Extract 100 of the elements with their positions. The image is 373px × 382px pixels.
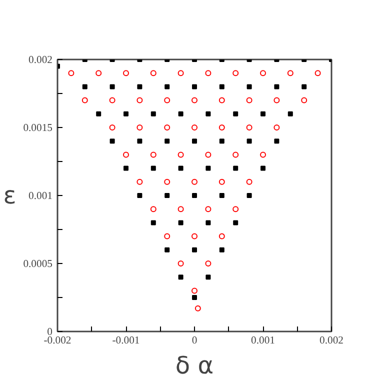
point (192, 84, 197, 90)
point (246, 138, 252, 144)
point (109, 97, 116, 104)
x-tick-label: 0.001 (251, 336, 275, 346)
point (123, 70, 129, 76)
point (96, 70, 102, 76)
point (194, 305, 201, 312)
point (124, 111, 128, 116)
point (164, 247, 170, 252)
point (205, 152, 212, 158)
point (192, 193, 197, 198)
point (164, 233, 170, 240)
x-axis-title: δ α (175, 352, 214, 380)
point (136, 97, 143, 104)
y-tick-label: 0.001 (28, 191, 53, 202)
point (233, 111, 238, 116)
point (218, 233, 225, 240)
point (192, 178, 198, 185)
y-tick-label: 0.0015 (23, 123, 53, 134)
point (192, 124, 198, 130)
point (287, 70, 294, 76)
point (260, 70, 266, 76)
point (218, 97, 225, 104)
point (232, 206, 239, 212)
point (110, 84, 115, 90)
x-tick-label: 0 (192, 336, 198, 346)
point (82, 97, 88, 104)
point (205, 260, 212, 266)
point (206, 111, 211, 116)
point (137, 138, 142, 144)
point (274, 138, 280, 144)
point (246, 84, 252, 90)
point (136, 178, 143, 185)
point (164, 84, 170, 90)
point (205, 206, 212, 212)
point (68, 70, 74, 76)
point (178, 166, 184, 171)
point (164, 193, 170, 198)
point (192, 247, 197, 252)
point (246, 124, 252, 130)
point (109, 124, 116, 130)
point (206, 166, 211, 171)
point (96, 111, 102, 116)
point (246, 97, 252, 104)
point (219, 247, 224, 252)
point (206, 220, 211, 226)
point (124, 166, 128, 171)
point (178, 70, 184, 76)
point (288, 111, 293, 116)
point (164, 138, 170, 144)
point (218, 124, 225, 130)
point (219, 193, 224, 198)
point (192, 288, 198, 294)
point (314, 70, 321, 76)
point (232, 152, 239, 158)
point (301, 97, 308, 104)
point (150, 111, 156, 116)
point (178, 111, 184, 116)
point (274, 97, 280, 104)
y-axis-title: ε (3, 182, 16, 210)
point (82, 84, 88, 90)
point (302, 84, 307, 90)
point (164, 178, 170, 185)
point (178, 152, 184, 158)
point (136, 124, 143, 130)
point (274, 124, 280, 130)
point (218, 178, 225, 185)
point (260, 152, 266, 158)
point (178, 260, 184, 266)
point (178, 274, 184, 280)
point (206, 274, 211, 280)
point (192, 233, 198, 240)
x-tick-label: -0.002 (44, 336, 72, 346)
point (150, 70, 156, 76)
x-tick-label: 0.002 (320, 336, 344, 346)
point (110, 138, 115, 144)
y-tick-label: 0.002 (28, 55, 53, 66)
point (150, 166, 156, 171)
x-tick-label: -0.001 (112, 336, 140, 346)
point (150, 152, 156, 158)
point (219, 138, 224, 144)
point (246, 178, 252, 185)
point (260, 166, 266, 171)
point (274, 84, 280, 90)
point (164, 97, 170, 104)
point (192, 97, 198, 104)
point (178, 220, 184, 226)
point (219, 84, 224, 90)
point (233, 220, 238, 226)
point (260, 111, 266, 116)
point (233, 166, 238, 171)
point (232, 70, 239, 76)
point (123, 152, 129, 158)
y-tick-label: 0 (47, 327, 52, 338)
point (137, 193, 142, 198)
point (150, 206, 156, 212)
point (164, 124, 170, 130)
point (192, 295, 197, 300)
point (178, 206, 184, 212)
y-tick-label: 0.0005 (23, 259, 53, 270)
